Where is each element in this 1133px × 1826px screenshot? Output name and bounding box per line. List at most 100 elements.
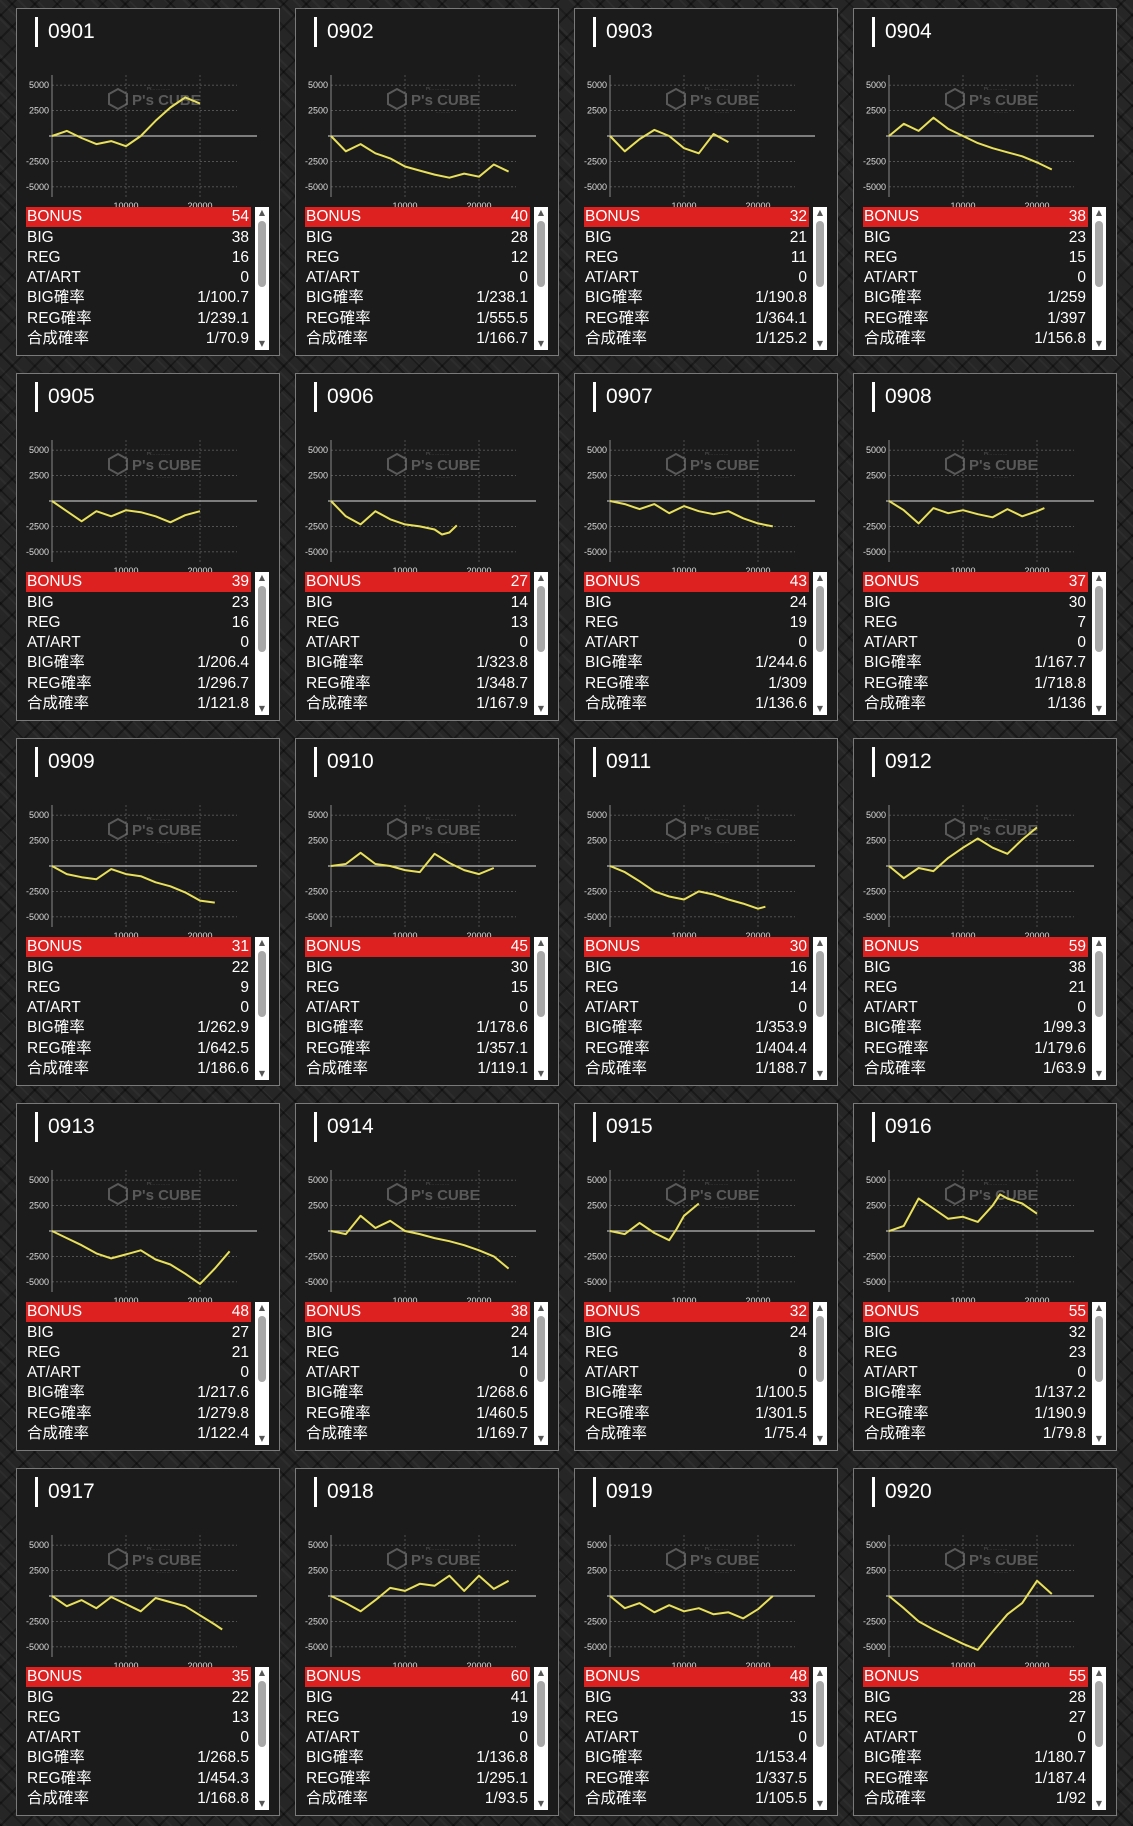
scroll-thumb[interactable] [537, 951, 545, 1017]
machine-card-0913[interactable]: 0913 5000 2500 -2500 -5000 10000 20000 P's CUBE… [16, 1103, 280, 1451]
scroll-up-arrow-icon[interactable]: ▲ [537, 938, 545, 947]
scroll-thumb[interactable] [816, 586, 824, 652]
scroll-up-arrow-icon[interactable]: ▲ [816, 208, 824, 217]
scroll-thumb[interactable] [1095, 951, 1103, 1017]
scroll-up-arrow-icon[interactable]: ▲ [258, 573, 266, 582]
machine-card-0915[interactable]: 0915 5000 2500 -2500 -5000 10000 20000 P's CUBE… [574, 1103, 838, 1451]
scroll-down-arrow-icon[interactable]: ▼ [537, 1434, 545, 1443]
scroll-down-arrow-icon[interactable]: ▼ [1095, 704, 1103, 713]
scroll-up-arrow-icon[interactable]: ▲ [1095, 208, 1103, 217]
stats-scrollbar[interactable]: ▲ ▼ [1092, 207, 1106, 350]
stats-scrollbar[interactable]: ▲ ▼ [1092, 1667, 1106, 1810]
scroll-thumb[interactable] [1095, 1316, 1103, 1382]
machine-card-0916[interactable]: 0916 5000 2500 -2500 -5000 10000 20000 P's CUBE… [853, 1103, 1117, 1451]
scroll-down-arrow-icon[interactable]: ▼ [816, 704, 824, 713]
scroll-up-arrow-icon[interactable]: ▲ [537, 1303, 545, 1312]
stats-scrollbar[interactable]: ▲ ▼ [813, 937, 827, 1080]
scroll-thumb[interactable] [258, 1316, 266, 1382]
machine-card-0914[interactable]: 0914 5000 2500 -2500 -5000 10000 20000 P's CUBE… [295, 1103, 559, 1451]
stats-scrollbar[interactable]: ▲ ▼ [534, 1667, 548, 1810]
scroll-down-arrow-icon[interactable]: ▼ [816, 1069, 824, 1078]
scroll-up-arrow-icon[interactable]: ▲ [816, 1303, 824, 1312]
machine-card-0917[interactable]: 0917 5000 2500 -2500 -5000 10000 20000 P's CUBE… [16, 1468, 280, 1816]
scroll-down-arrow-icon[interactable]: ▼ [537, 1799, 545, 1808]
stats-scrollbar[interactable]: ▲ ▼ [255, 1667, 269, 1810]
scroll-down-arrow-icon[interactable]: ▼ [258, 1069, 266, 1078]
machine-card-0920[interactable]: 0920 5000 2500 -2500 -5000 10000 20000 P's CUBE… [853, 1468, 1117, 1816]
stats-scrollbar[interactable]: ▲ ▼ [255, 937, 269, 1080]
scroll-thumb[interactable] [816, 951, 824, 1017]
machine-card-0907[interactable]: 0907 5000 2500 -2500 -5000 10000 20000 P's CUBE… [574, 373, 838, 721]
stats-scrollbar[interactable]: ▲ ▼ [534, 207, 548, 350]
scroll-up-arrow-icon[interactable]: ▲ [258, 208, 266, 217]
machine-card-0911[interactable]: 0911 5000 2500 -2500 -5000 10000 20000 P's CUBE… [574, 738, 838, 1086]
scroll-up-arrow-icon[interactable]: ▲ [1095, 938, 1103, 947]
scroll-down-arrow-icon[interactable]: ▼ [537, 339, 545, 348]
scroll-down-arrow-icon[interactable]: ▼ [816, 1434, 824, 1443]
machine-card-0912[interactable]: 0912 5000 2500 -2500 -5000 10000 20000 P's CUBE… [853, 738, 1117, 1086]
scroll-up-arrow-icon[interactable]: ▲ [258, 1668, 266, 1677]
scroll-thumb[interactable] [258, 586, 266, 652]
stats-scrollbar[interactable]: ▲ ▼ [1092, 937, 1106, 1080]
stats-scrollbar[interactable]: ▲ ▼ [255, 1302, 269, 1445]
scroll-up-arrow-icon[interactable]: ▲ [1095, 573, 1103, 582]
scroll-down-arrow-icon[interactable]: ▼ [258, 339, 266, 348]
stats-scrollbar[interactable]: ▲ ▼ [813, 1667, 827, 1810]
scroll-down-arrow-icon[interactable]: ▼ [537, 704, 545, 713]
scroll-up-arrow-icon[interactable]: ▲ [258, 1303, 266, 1312]
scroll-up-arrow-icon[interactable]: ▲ [816, 1668, 824, 1677]
scroll-thumb[interactable] [1095, 221, 1103, 287]
stats-scrollbar[interactable]: ▲ ▼ [255, 572, 269, 715]
scroll-up-arrow-icon[interactable]: ▲ [1095, 1668, 1103, 1677]
machine-card-0903[interactable]: 0903 5000 2500 -2500 -5000 10000 20000 P's CUBE… [574, 8, 838, 356]
scroll-thumb[interactable] [537, 221, 545, 287]
stats-scrollbar[interactable]: ▲ ▼ [813, 1302, 827, 1445]
machine-card-0909[interactable]: 0909 5000 2500 -2500 -5000 10000 20000 P's CUBE… [16, 738, 280, 1086]
scroll-up-arrow-icon[interactable]: ▲ [537, 1668, 545, 1677]
scroll-thumb[interactable] [1095, 586, 1103, 652]
stats-scrollbar[interactable]: ▲ ▼ [813, 572, 827, 715]
scroll-thumb[interactable] [537, 1316, 545, 1382]
machine-card-0905[interactable]: 0905 5000 2500 -2500 -5000 10000 20000 P's CUBE… [16, 373, 280, 721]
machine-card-0918[interactable]: 0918 5000 2500 -2500 -5000 10000 20000 P's CUBE… [295, 1468, 559, 1816]
machine-card-0901[interactable]: 0901 5000 2500 -2500 -5000 10000 20000 P's CUBE… [16, 8, 280, 356]
scroll-down-arrow-icon[interactable]: ▼ [1095, 339, 1103, 348]
scroll-up-arrow-icon[interactable]: ▲ [816, 573, 824, 582]
stats-scrollbar[interactable]: ▲ ▼ [534, 937, 548, 1080]
scroll-up-arrow-icon[interactable]: ▲ [537, 573, 545, 582]
machine-card-0908[interactable]: 0908 5000 2500 -2500 -5000 10000 20000 P's CUBE… [853, 373, 1117, 721]
machine-card-0906[interactable]: 0906 5000 2500 -2500 -5000 10000 20000 P's CUBE… [295, 373, 559, 721]
scroll-thumb[interactable] [1095, 1681, 1103, 1747]
scroll-down-arrow-icon[interactable]: ▼ [816, 1799, 824, 1808]
scroll-down-arrow-icon[interactable]: ▼ [1095, 1069, 1103, 1078]
scroll-thumb[interactable] [537, 1681, 545, 1747]
scroll-down-arrow-icon[interactable]: ▼ [816, 339, 824, 348]
machine-card-0910[interactable]: 0910 5000 2500 -2500 -5000 10000 20000 P's CUBE… [295, 738, 559, 1086]
stats-scrollbar[interactable]: ▲ ▼ [1092, 572, 1106, 715]
scroll-thumb[interactable] [258, 221, 266, 287]
scroll-up-arrow-icon[interactable]: ▲ [816, 938, 824, 947]
machine-card-0902[interactable]: 0902 5000 2500 -2500 -5000 10000 20000 P's CUBE… [295, 8, 559, 356]
stats-scrollbar[interactable]: ▲ ▼ [534, 572, 548, 715]
machine-card-0904[interactable]: 0904 5000 2500 -2500 -5000 10000 20000 P's CUBE… [853, 8, 1117, 356]
scroll-up-arrow-icon[interactable]: ▲ [258, 938, 266, 947]
scroll-up-arrow-icon[interactable]: ▲ [537, 208, 545, 217]
scroll-down-arrow-icon[interactable]: ▼ [258, 1799, 266, 1808]
stats-scrollbar[interactable]: ▲ ▼ [1092, 1302, 1106, 1445]
stats-scrollbar[interactable]: ▲ ▼ [813, 207, 827, 350]
stats-scrollbar[interactable]: ▲ ▼ [255, 207, 269, 350]
scroll-down-arrow-icon[interactable]: ▼ [258, 1434, 266, 1443]
scroll-down-arrow-icon[interactable]: ▼ [1095, 1799, 1103, 1808]
scroll-down-arrow-icon[interactable]: ▼ [1095, 1434, 1103, 1443]
scroll-thumb[interactable] [258, 1681, 266, 1747]
machine-card-0919[interactable]: 0919 5000 2500 -2500 -5000 10000 20000 P's CUBE… [574, 1468, 838, 1816]
stats-scrollbar[interactable]: ▲ ▼ [534, 1302, 548, 1445]
scroll-down-arrow-icon[interactable]: ▼ [258, 704, 266, 713]
scroll-down-arrow-icon[interactable]: ▼ [537, 1069, 545, 1078]
scroll-thumb[interactable] [816, 1316, 824, 1382]
scroll-thumb[interactable] [816, 1681, 824, 1747]
scroll-thumb[interactable] [258, 951, 266, 1017]
scroll-thumb[interactable] [816, 221, 824, 287]
scroll-up-arrow-icon[interactable]: ▲ [1095, 1303, 1103, 1312]
scroll-thumb[interactable] [537, 586, 545, 652]
